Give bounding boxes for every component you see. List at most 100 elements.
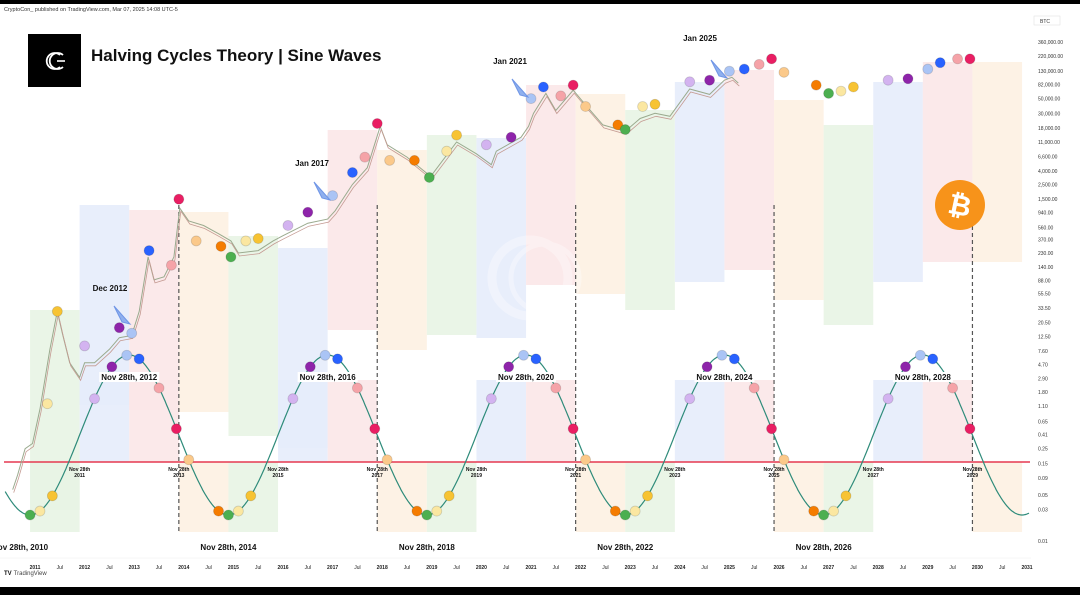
trough-label: Nov 28th, 2010 bbox=[0, 543, 49, 552]
sine-marker-yellow bbox=[46, 490, 58, 502]
tradingview-brand[interactable]: TV TradingView bbox=[4, 571, 47, 577]
sine-marker-purple bbox=[304, 361, 316, 373]
sine-marker-blue bbox=[332, 353, 343, 365]
sine-marker-pale-yellow bbox=[629, 505, 641, 517]
sine-marker-green bbox=[24, 509, 36, 521]
zero-cross-label: Nov 28th bbox=[466, 467, 487, 473]
sine-marker-green bbox=[223, 509, 234, 521]
peak-label-bg bbox=[892, 372, 953, 382]
x-tick-label: Jul bbox=[949, 565, 955, 571]
sine-marker-yellow bbox=[642, 490, 653, 502]
zero-cross-year: 2015 bbox=[272, 473, 283, 479]
sine-marker-peach bbox=[580, 454, 591, 466]
phase-band-lower bbox=[278, 380, 328, 462]
x-tick-label: 2016 bbox=[277, 565, 288, 571]
x-tick-label: Jul bbox=[652, 565, 658, 571]
x-tick-label: 2023 bbox=[625, 565, 636, 571]
price-marker-light-blue bbox=[525, 93, 537, 105]
zero-cross-year: 2027 bbox=[868, 473, 879, 479]
zero-cross-label: Nov 28th bbox=[69, 467, 90, 473]
y-tick-label: 0.05 bbox=[1038, 493, 1048, 499]
y-tick-label: 11,000.00 bbox=[1038, 140, 1060, 146]
zero-cross-year: 2021 bbox=[570, 473, 581, 479]
sine-marker-orange bbox=[411, 505, 423, 517]
y-tick-label: 0.65 bbox=[1038, 419, 1048, 425]
y-tick-label: 50,000.00 bbox=[1038, 97, 1060, 103]
y-tick-label: 4,000.00 bbox=[1038, 169, 1058, 175]
phase-band-lower bbox=[79, 380, 130, 462]
y-tick-label: 12.50 bbox=[1038, 334, 1051, 340]
phase-band-lower bbox=[774, 462, 824, 532]
x-tick-label: 2015 bbox=[228, 565, 239, 571]
phase-band bbox=[476, 138, 527, 338]
sine-marker-light-blue bbox=[121, 349, 133, 361]
tradingview-logo-icon: TV bbox=[4, 571, 12, 577]
peak-label-bg bbox=[496, 372, 557, 382]
x-tick-label: Jul bbox=[503, 565, 509, 571]
symbol-box bbox=[1033, 15, 1061, 26]
zero-cross-year: 2023 bbox=[669, 473, 680, 479]
y-tick-label: 30,000.00 bbox=[1038, 111, 1060, 117]
zero-cross-year: 2025 bbox=[768, 473, 779, 479]
price-marker-purple bbox=[505, 131, 517, 143]
x-tick-label: 2028 bbox=[873, 565, 884, 571]
zero-cross-year: 2029 bbox=[967, 473, 978, 479]
x-tick-label: 2019 bbox=[426, 565, 437, 571]
phase-band-lower bbox=[972, 462, 1023, 532]
price-marker-pale-yellow bbox=[835, 85, 847, 97]
sine-marker-red bbox=[964, 423, 976, 435]
price-marker-red bbox=[766, 53, 777, 65]
trough-label: Nov 28th, 2018 bbox=[399, 543, 456, 552]
sine-marker-light-blue bbox=[914, 349, 926, 361]
peak-label: Nov 28th, 2016 bbox=[300, 373, 357, 382]
x-tick-label: Jul bbox=[255, 565, 261, 571]
x-tick-label: 2027 bbox=[823, 565, 834, 571]
sine-marker-lavender bbox=[684, 393, 696, 405]
sine-marker-green bbox=[421, 509, 433, 521]
sine-marker-pink bbox=[351, 382, 363, 394]
sine-marker-peach bbox=[778, 454, 790, 466]
peak-label-bg bbox=[99, 372, 160, 382]
sine-marker-pale-yellow bbox=[34, 505, 46, 517]
zero-cross-year: 2019 bbox=[471, 473, 482, 479]
phase-band bbox=[79, 205, 130, 405]
price-marker-peach bbox=[384, 154, 396, 166]
sine-marker-lavender bbox=[485, 393, 497, 405]
zero-cross-label: Nov 28th bbox=[565, 467, 586, 473]
sine-marker-green bbox=[818, 509, 830, 521]
y-tick-label: 220,000.00 bbox=[1038, 54, 1063, 60]
y-tick-label: 0.01 bbox=[1038, 539, 1048, 545]
x-tick-label: 2020 bbox=[476, 565, 487, 571]
phase-band-lower bbox=[129, 380, 179, 462]
phase-band-lower bbox=[873, 380, 923, 462]
price-marker-light-blue bbox=[724, 65, 735, 77]
price-marker-lavender bbox=[282, 220, 294, 231]
sine-marker-pink bbox=[153, 382, 165, 394]
phase-band bbox=[426, 135, 477, 335]
price-marker-green bbox=[225, 251, 237, 263]
phase-band-lower bbox=[476, 380, 527, 462]
annotation-label: Jan 2021 bbox=[493, 57, 527, 66]
sine-marker-orange bbox=[213, 505, 224, 517]
y-tick-label: 140.00 bbox=[1038, 265, 1054, 271]
price-marker-yellow bbox=[451, 129, 463, 141]
phase-band-lower bbox=[377, 462, 427, 532]
price-marker-pink bbox=[952, 53, 963, 65]
x-tick-label: Jul bbox=[156, 565, 162, 571]
phase-band-lower bbox=[575, 462, 626, 532]
price-marker-red bbox=[964, 53, 976, 65]
peak-label: Nov 28th, 2024 bbox=[696, 373, 753, 382]
price-marker-lavender bbox=[480, 139, 492, 151]
price-marker-orange bbox=[409, 154, 420, 166]
price-marker-pale-yellow bbox=[240, 235, 252, 247]
phase-band-lower bbox=[327, 380, 378, 462]
y-tick-label: 88.00 bbox=[1038, 279, 1051, 285]
price-marker-purple bbox=[704, 74, 715, 86]
sine-marker-peach bbox=[183, 454, 195, 466]
zero-cross-label: Nov 28th bbox=[763, 467, 784, 473]
price-marker-pink bbox=[753, 58, 765, 70]
y-tick-label: 370.00 bbox=[1038, 237, 1054, 243]
x-tick-label: Jul bbox=[57, 565, 63, 571]
sine-marker-orange bbox=[609, 505, 621, 517]
